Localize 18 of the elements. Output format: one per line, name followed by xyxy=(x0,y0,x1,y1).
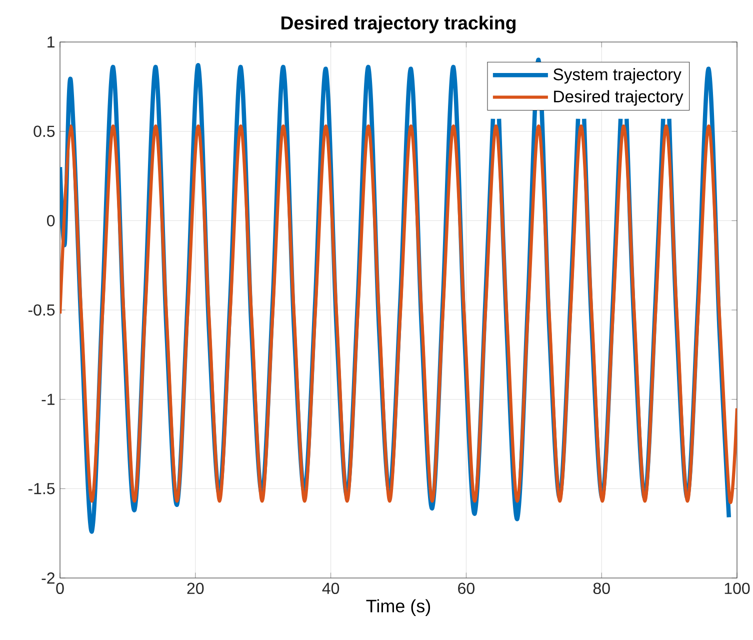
y-tick-label: 0.5 xyxy=(34,126,55,137)
legend-label: System trajectory xyxy=(553,68,682,84)
x-tick-label: 60 xyxy=(458,582,474,594)
x-axis-title: Time (s) xyxy=(366,599,430,616)
x-tick-label: 40 xyxy=(322,582,340,594)
legend-label: Desired trajectory xyxy=(554,90,684,106)
x-tick-label: 0 xyxy=(56,582,64,594)
y-tick-label: 0 xyxy=(47,215,55,226)
y-tick-label: 1 xyxy=(48,36,55,48)
y-tick-label: -2 xyxy=(42,572,54,584)
x-tick-label: 100 xyxy=(724,582,750,594)
chart-title: Desired trajectory tracking xyxy=(281,16,516,34)
x-tick-label: 80 xyxy=(593,582,610,594)
y-tick-label: -1 xyxy=(42,394,55,405)
line-series xyxy=(60,124,738,503)
y-tick-label: -0.5 xyxy=(28,304,55,316)
y-tick-label: -1.5 xyxy=(28,483,55,494)
x-tick-label: 20 xyxy=(187,582,204,594)
